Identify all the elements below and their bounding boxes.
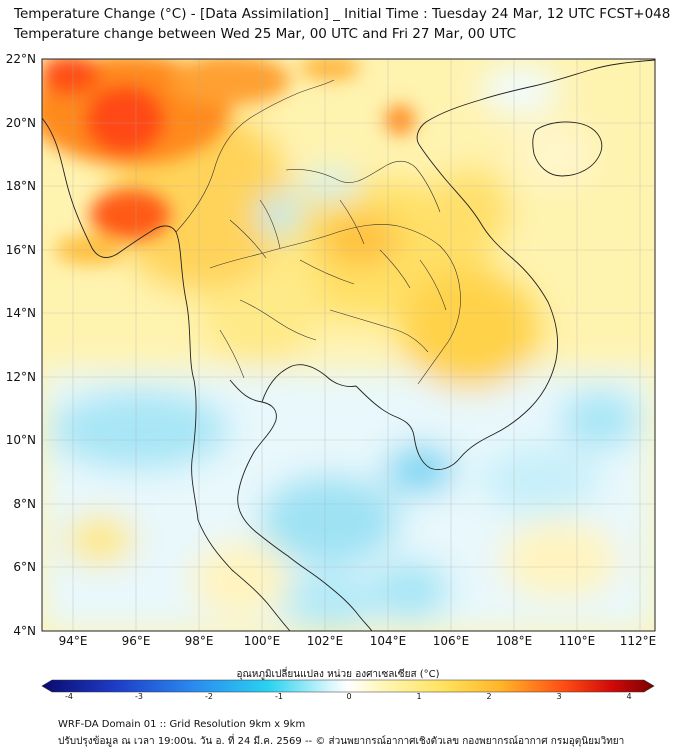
colorbar-tick: -1: [275, 692, 283, 701]
lon-label-110: 110°E: [558, 634, 596, 648]
plot-frame: [41, 58, 656, 632]
lon-label-104: 104°E: [369, 634, 407, 648]
lon-label-100: 100°E: [243, 634, 281, 648]
footer-credit: ปรับปรุงข้อมูล ณ เวลา 19:00น. วัน อ. ที่…: [58, 736, 625, 747]
colorbar-tick: -2: [205, 692, 213, 701]
lat-label-8: 8°N: [13, 497, 36, 511]
lon-label-102: 102°E: [306, 634, 344, 648]
lat-label-14: 14°N: [5, 306, 36, 320]
lon-label-106: 106°E: [432, 634, 470, 648]
colorbar-tick: 0: [346, 692, 352, 701]
lon-label-98: 98°E: [184, 634, 214, 648]
lat-label-6: 6°N: [13, 560, 36, 574]
lat-label-12: 12°N: [5, 370, 36, 384]
map-title: Temperature Change (°C) - [Data Assimila…: [14, 6, 671, 22]
colorbar-tick: -3: [135, 692, 143, 701]
lat-label-16: 16°N: [5, 243, 36, 257]
lon-label-94: 94°E: [58, 634, 88, 648]
lat-label-20: 20°N: [5, 116, 36, 130]
lat-label-22: 22°N: [5, 52, 36, 66]
footer-model-info: WRF-DA Domain 01 :: Grid Resolution 9km …: [58, 719, 306, 730]
coastlines: [42, 59, 655, 631]
colorbar-tick: 3: [556, 692, 562, 701]
colorbar-tick: 1: [416, 692, 422, 701]
map-subtitle: Temperature change between Wed 25 Mar, 0…: [14, 26, 517, 42]
country-borders: [175, 79, 461, 385]
colorbar-tick: -4: [65, 692, 73, 701]
lat-label-4: 4°N: [13, 624, 36, 638]
lon-label-96: 96°E: [121, 634, 151, 648]
colorbar-tick: 2: [486, 692, 492, 701]
temperature-field: [42, 59, 655, 631]
graticule: [42, 58, 655, 631]
colorbar-tick: 4: [626, 692, 632, 701]
lon-label-112: 112°E: [619, 634, 657, 648]
lat-label-18: 18°N: [5, 179, 36, 193]
lat-label-10: 10°N: [5, 433, 36, 447]
colorbar-label: อุณหภูมิเปลี่ยนแปลง หน่วย องศาเซลเซียส (…: [236, 669, 440, 680]
lon-label-108: 108°E: [495, 634, 533, 648]
colorbar: [41, 679, 655, 693]
